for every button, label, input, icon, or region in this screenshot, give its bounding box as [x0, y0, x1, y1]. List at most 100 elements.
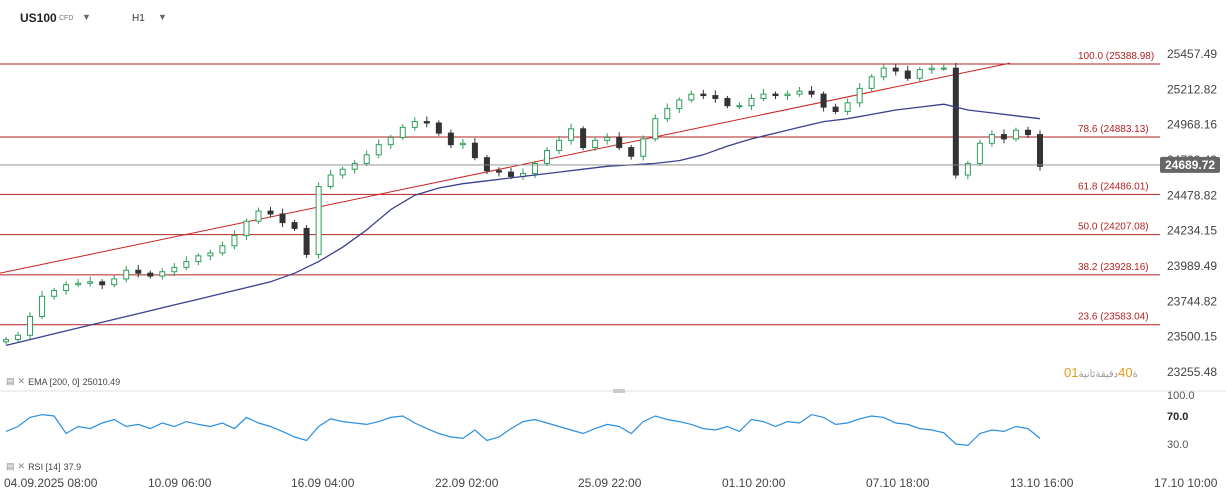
fib-level-label: 78.6 (24883.13) [1078, 124, 1149, 135]
candle-body [303, 227, 310, 255]
caret-down-icon[interactable]: ▼ [158, 12, 167, 22]
candle-body [556, 139, 563, 151]
price-axis-tick-label: 25457.49 [1167, 47, 1217, 61]
candle-body [447, 132, 454, 146]
candle-countdown: 01 ة40دقيقةثانية [1064, 365, 1138, 380]
ema-value: 25010.49 [82, 376, 121, 387]
candle-body [219, 245, 226, 254]
rsi-value: 37.9 [63, 461, 82, 472]
caret-down-icon[interactable]: ▼ [82, 12, 91, 22]
candle-body [964, 162, 971, 176]
price-axis-tick-label: 24968.16 [1167, 118, 1217, 132]
price-axis-tick-label: 23255.48 [1167, 365, 1217, 379]
candle-body [27, 315, 34, 336]
candle-body [207, 252, 214, 257]
candle-body [459, 142, 466, 146]
candle-body [3, 339, 9, 343]
candle-body [712, 95, 719, 99]
candle-body [580, 128, 587, 149]
rsi-indicator-label: ▤ ✕ RSI [14] 37.9 [6, 461, 81, 472]
candle-body [1000, 134, 1007, 140]
candle-body [568, 128, 575, 141]
candle-body [904, 70, 911, 79]
countdown-label3: ثانية [1078, 369, 1096, 380]
candle-body [532, 162, 539, 175]
candle-body [51, 289, 58, 297]
candle-body [411, 121, 418, 128]
candle-body [832, 106, 839, 112]
time-axis-tick-label: 16.09 04:00 [291, 476, 355, 490]
candle-body [99, 281, 106, 286]
candle-body [652, 118, 659, 140]
candle-body [363, 154, 370, 164]
rsi-line [5, 413, 1041, 447]
countdown-label1: ة [1132, 369, 1138, 380]
candle-body [700, 93, 707, 97]
symbol-label[interactable]: US100 [20, 11, 57, 25]
candle-body [880, 67, 887, 78]
time-axis-tick-label: 17.10 10:00 [1154, 476, 1218, 490]
candle-body [123, 269, 130, 280]
candle-body [844, 102, 851, 112]
candle-body [171, 266, 178, 273]
chart-toolbar: US100 CFD ▼ H1 ▼ [0, 0, 1160, 34]
rsi-axis-tick-label: 30.0 [1167, 439, 1188, 451]
countdown-seg2: 40 [1118, 365, 1133, 380]
current-price-badge [1160, 156, 1220, 173]
candle-body [724, 97, 731, 107]
candle-body [772, 93, 779, 97]
symbol-type-label: CFD [59, 15, 74, 22]
candle-body [736, 105, 743, 108]
ema-label: EMA [200, 0] [28, 376, 80, 387]
pane-resize-handle[interactable] [613, 389, 625, 393]
candle-body [87, 281, 94, 284]
fib-level-label: 23.6 (23583.04) [1078, 312, 1149, 323]
candle-body [664, 108, 671, 120]
fib-level-label: 50.0 (24207.08) [1078, 222, 1149, 233]
time-axis-tick-label: 01.10 20:00 [722, 476, 786, 490]
rsi-axis-tick-label: 70.0 [1167, 411, 1188, 423]
bars-icon[interactable]: ▤ [6, 376, 15, 386]
candle-body [616, 136, 623, 149]
candle-body [784, 93, 791, 97]
price-axis-tick-label: 23989.49 [1167, 259, 1217, 273]
fib-level-label: 61.8 (24486.01) [1078, 181, 1149, 192]
candle-body [111, 278, 118, 286]
candle-body [628, 147, 635, 157]
candle-body [868, 76, 875, 89]
candle-body [327, 174, 334, 188]
candle-body [940, 67, 947, 70]
candle-body [760, 93, 767, 99]
candle-body [676, 99, 683, 110]
candle-body [63, 284, 70, 291]
candle-body [916, 69, 923, 79]
close-icon[interactable]: ✕ [17, 376, 26, 386]
candle-body [387, 136, 394, 146]
candle-body [183, 261, 190, 268]
candle-body [988, 134, 995, 144]
candle-body [351, 162, 358, 170]
candle-body [796, 90, 803, 95]
candle-body [471, 142, 478, 159]
bars-icon[interactable]: ▤ [6, 461, 15, 471]
countdown-seg1: 01 [1064, 365, 1079, 380]
candle-body [279, 213, 286, 224]
candle-body [243, 220, 250, 237]
price-axis-tick-label: 23500.15 [1167, 330, 1217, 344]
ema-indicator-label: ▤ ✕ EMA [200, 0] 25010.49 [6, 376, 120, 387]
timeframe-label[interactable]: H1 [132, 13, 145, 24]
rsi-label: RSI [14] [28, 461, 61, 472]
close-icon[interactable]: ✕ [17, 461, 26, 471]
candle-body [1024, 129, 1031, 136]
candle-body [544, 149, 551, 164]
candle-body [315, 186, 322, 255]
candle-body [748, 97, 755, 107]
time-axis-tick-label: 22.09 02:00 [435, 476, 499, 490]
candle-body [1037, 134, 1043, 167]
fib-level-label: 38.2 (23928.16) [1078, 262, 1149, 273]
candle-body [195, 255, 202, 263]
candle-body [231, 235, 238, 247]
candle-body [892, 67, 899, 72]
time-axis-tick-label: 04.09.2025 08:00 [4, 476, 98, 490]
